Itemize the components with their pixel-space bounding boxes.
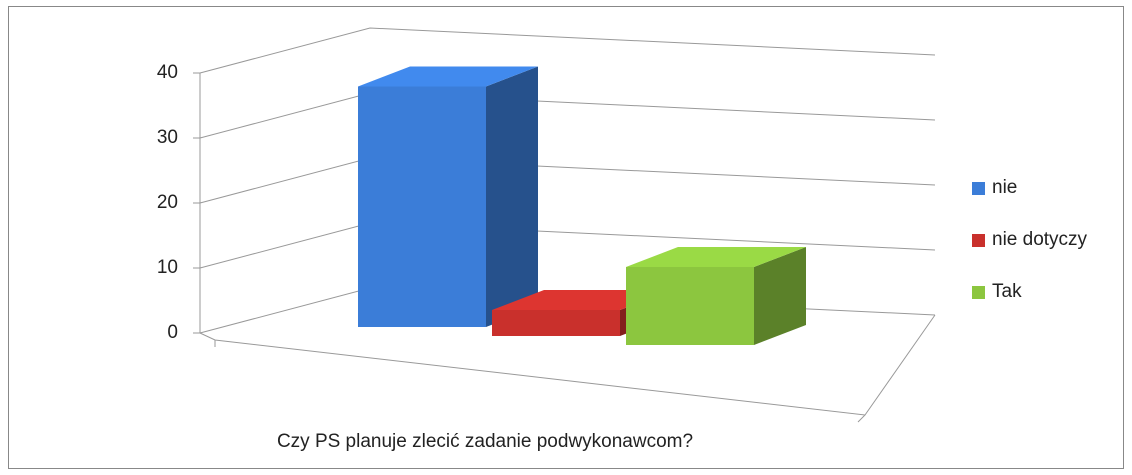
bar-top xyxy=(626,247,806,267)
y-tick-label: 20 xyxy=(157,192,178,213)
legend-label: nie dotyczy xyxy=(992,229,1088,250)
bar xyxy=(626,267,754,345)
legend-label: nie xyxy=(992,177,1017,198)
bar-side xyxy=(754,247,806,345)
x-category-label: Czy PS planuje zlecić zadanie podwykonaw… xyxy=(277,431,693,452)
grid-line xyxy=(199,27,936,74)
chart-border xyxy=(8,6,1124,469)
legend-swatch xyxy=(972,182,985,195)
y-tick-label: 30 xyxy=(157,127,178,148)
floor xyxy=(199,314,936,416)
y-tick-label: 10 xyxy=(157,257,178,278)
bar xyxy=(358,86,486,327)
y-tick-label: 0 xyxy=(167,322,178,343)
bar-top xyxy=(358,66,538,87)
legend-label: Tak xyxy=(992,281,1022,302)
y-tick-label: 40 xyxy=(157,62,178,83)
bar-side xyxy=(486,66,538,327)
legend-swatch xyxy=(972,286,985,299)
bar xyxy=(492,310,620,336)
axis-tick xyxy=(857,414,866,423)
legend-swatch xyxy=(972,234,985,247)
